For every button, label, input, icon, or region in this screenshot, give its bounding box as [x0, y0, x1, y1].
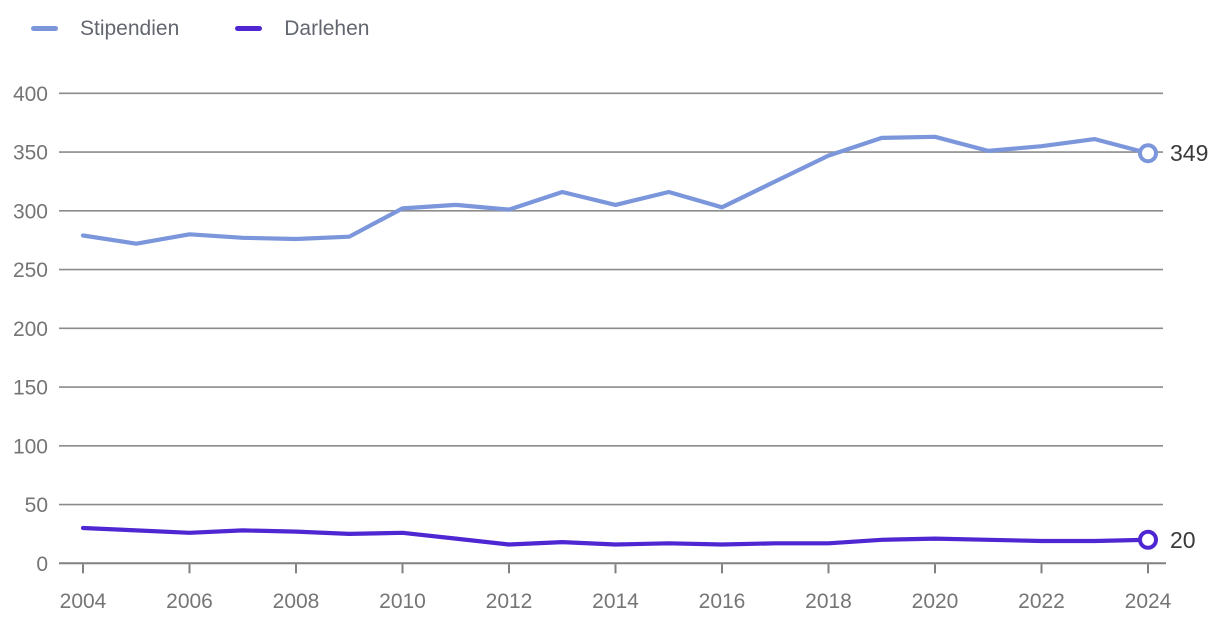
x-axis-label: 2004 [60, 590, 107, 613]
y-axis-label: 300 [13, 200, 48, 223]
y-axis-label: 400 [13, 83, 48, 106]
legend-item-darlehen[interactable]: Darlehen [235, 18, 369, 39]
y-axis-label: 200 [13, 318, 48, 341]
stipendien-legend-dash-icon [31, 25, 58, 31]
legend-item-stipendien[interactable]: Stipendien [31, 18, 179, 39]
x-axis-label: 2018 [805, 590, 852, 613]
x-axis-label: 2010 [379, 590, 426, 613]
y-axis-label: 350 [13, 142, 48, 165]
legend-label-stipendien: Stipendien [80, 16, 180, 40]
y-axis-label: 100 [13, 435, 48, 458]
series-line-stipendien[interactable] [80, 134, 1151, 246]
end-marker-stipendien[interactable] [1138, 143, 1158, 164]
legend: Stipendien Darlehen [31, 14, 369, 42]
x-axis-label: 2022 [1018, 590, 1065, 613]
end-value-label-darlehen: 20 [1170, 527, 1196, 553]
y-axis-label: 250 [13, 259, 48, 282]
x-axis-label: 2020 [912, 590, 959, 613]
y-axis-label: 50 [25, 494, 48, 517]
x-axis-label: 2024 [1125, 590, 1172, 613]
series-line-darlehen[interactable] [80, 525, 1151, 547]
y-axis-label: 150 [13, 377, 48, 400]
y-axis-label: 0 [36, 553, 48, 576]
x-axis-label: 2006 [166, 590, 213, 613]
x-axis-label: 2014 [592, 590, 639, 613]
x-axis-label: 2012 [486, 590, 533, 613]
x-axis-label: 2016 [699, 590, 746, 613]
x-axis-label: 2008 [273, 590, 320, 613]
legend-label-darlehen: Darlehen [284, 16, 370, 40]
end-marker-darlehen[interactable] [1138, 529, 1158, 550]
end-value-label-stipendien: 349 [1170, 140, 1208, 166]
darlehen-legend-dash-icon [235, 25, 263, 31]
